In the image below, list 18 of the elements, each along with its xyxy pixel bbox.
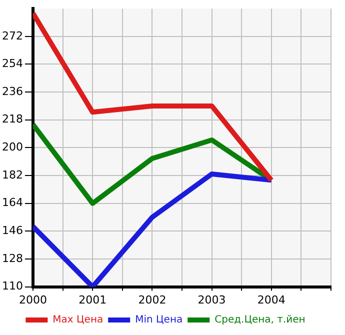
- x-tick-label: 2001: [78, 293, 107, 306]
- y-tick-label: 164: [2, 196, 23, 210]
- y-tick-label: 272: [2, 29, 23, 42]
- y-tick-label: 218: [2, 112, 23, 126]
- y-tick-label: 200: [2, 140, 23, 154]
- y-tick-label: 110: [2, 280, 23, 293]
- x-tick-label: 2003: [198, 293, 226, 306]
- x-tick-label: 2000: [18, 293, 47, 306]
- y-tick-label: 254: [2, 57, 23, 70]
- legend-label: Сред.Цена, т.йен: [214, 314, 306, 326]
- y-tick-label: 182: [2, 168, 23, 182]
- y-tick-label: 146: [2, 224, 23, 238]
- x-tick-label: 2002: [138, 293, 166, 306]
- legend-label: Max Цена: [52, 314, 104, 326]
- legend-label: Min Цена: [135, 314, 183, 326]
- x-tick-label: 2004: [257, 293, 286, 306]
- y-tick-label: 128: [2, 252, 23, 265]
- y-tick-label: 236: [2, 84, 23, 98]
